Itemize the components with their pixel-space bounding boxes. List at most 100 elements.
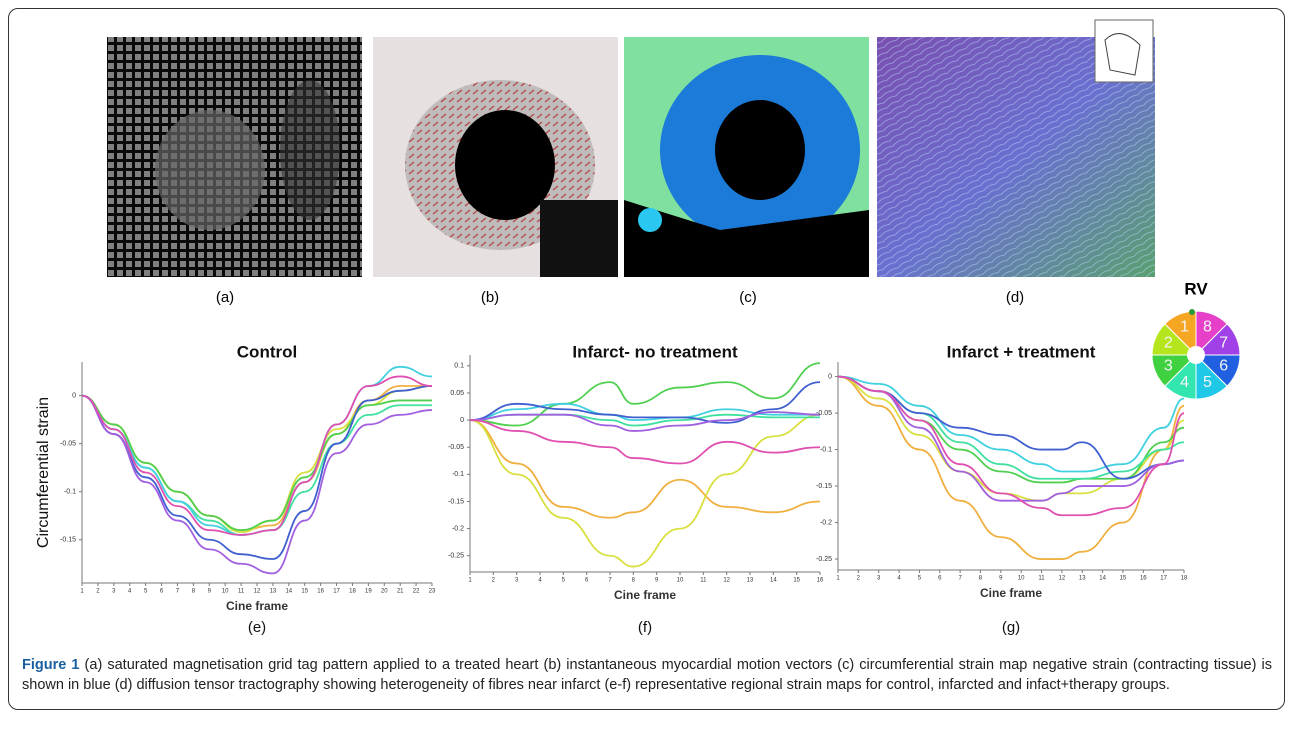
x-tick-label: 22 bbox=[413, 589, 420, 595]
caption: Figure 1 (a) saturated magnetisation gri… bbox=[22, 655, 1272, 695]
x-tick-label: 12 bbox=[1059, 576, 1066, 582]
image-b bbox=[373, 37, 618, 277]
x-tick-label: 13 bbox=[270, 589, 277, 595]
legend-label: 8 bbox=[1203, 319, 1212, 336]
caption-label: Figure 1 bbox=[22, 657, 79, 673]
strain-line bbox=[838, 377, 1184, 479]
panel-label: (e) bbox=[248, 619, 266, 636]
x-tick-label: 2 bbox=[96, 589, 100, 595]
strain-line bbox=[838, 377, 1184, 516]
y-axis-label: Circumferential strain bbox=[35, 397, 52, 548]
x-tick-label: 14 bbox=[770, 578, 777, 584]
x-tick-label: 11 bbox=[238, 589, 245, 595]
x-tick-label: 15 bbox=[793, 578, 800, 584]
x-tick-label: 11 bbox=[1038, 576, 1045, 582]
x-tick-label: 18 bbox=[349, 589, 356, 595]
caption-text: (a) saturated magnetisation grid tag pat… bbox=[22, 657, 1272, 693]
y-tick-label: -0.2 bbox=[452, 525, 464, 532]
chart-title: Infarct- no treatment bbox=[572, 342, 738, 361]
x-tick-label: 9 bbox=[208, 589, 212, 595]
x-tick-label: 7 bbox=[958, 576, 962, 582]
x-tick-label: 10 bbox=[1018, 576, 1025, 582]
x-tick-label: 16 bbox=[1140, 576, 1147, 582]
strain-line bbox=[82, 396, 432, 574]
x-tick-label: 10 bbox=[677, 578, 684, 584]
y-tick-label: -0.1 bbox=[452, 471, 464, 478]
x-tick-label: 16 bbox=[817, 578, 824, 584]
y-tick-label: -0.25 bbox=[816, 556, 832, 563]
strain-line bbox=[470, 420, 820, 518]
x-tick-label: 10 bbox=[222, 589, 229, 595]
x-tick-label: 8 bbox=[632, 578, 636, 584]
strain-line bbox=[470, 363, 820, 425]
x-tick-label: 2 bbox=[492, 578, 496, 584]
x-tick-label: 12 bbox=[254, 589, 261, 595]
x-tick-label: 8 bbox=[979, 576, 983, 582]
y-tick-label: -0.15 bbox=[816, 483, 832, 490]
y-tick-label: -0.15 bbox=[60, 537, 76, 544]
x-tick-label: 4 bbox=[897, 576, 901, 582]
x-tick-label: 3 bbox=[112, 589, 116, 595]
x-tick-label: 5 bbox=[918, 576, 922, 582]
image-d bbox=[877, 20, 1155, 277]
strain-line bbox=[470, 415, 820, 567]
x-tick-label: 3 bbox=[515, 578, 519, 584]
rv-marker bbox=[1189, 309, 1195, 315]
image-c bbox=[624, 37, 869, 277]
panel-label: (b) bbox=[481, 289, 499, 306]
x-tick-label: 8 bbox=[192, 589, 196, 595]
y-tick-label: -0.05 bbox=[60, 441, 76, 448]
panel-label: (d) bbox=[1006, 289, 1024, 306]
y-tick-label: 0 bbox=[828, 373, 832, 380]
x-tick-label: 13 bbox=[1079, 576, 1086, 582]
x-tick-label: 14 bbox=[1099, 576, 1106, 582]
x-axis-label: Cine frame bbox=[226, 599, 288, 613]
strain-line bbox=[838, 377, 1184, 479]
x-tick-label: 2 bbox=[857, 576, 861, 582]
legend-label: 5 bbox=[1203, 374, 1212, 391]
x-tick-label: 19 bbox=[365, 589, 372, 595]
chart-title: Infarct + treatment bbox=[947, 342, 1096, 361]
x-tick-label: 13 bbox=[747, 578, 754, 584]
y-tick-label: -0.1 bbox=[820, 446, 832, 453]
x-tick-label: 3 bbox=[877, 576, 881, 582]
chart-title: Control bbox=[237, 342, 297, 361]
legend-label: 1 bbox=[1180, 319, 1189, 336]
y-tick-label: -0.05 bbox=[816, 410, 832, 417]
x-tick-label: 5 bbox=[144, 589, 148, 595]
x-tick-label: 14 bbox=[285, 589, 292, 595]
panel-label: (c) bbox=[739, 289, 757, 306]
y-tick-label: -0.15 bbox=[448, 498, 464, 505]
legend-title: RV bbox=[1184, 279, 1208, 298]
x-tick-label: 18 bbox=[1181, 576, 1188, 582]
legend-center bbox=[1187, 346, 1205, 364]
x-tick-label: 21 bbox=[397, 589, 404, 595]
x-tick-label: 20 bbox=[381, 589, 388, 595]
y-tick-label: 0.05 bbox=[450, 390, 464, 397]
x-tick-label: 7 bbox=[608, 578, 612, 584]
x-tick-label: 9 bbox=[655, 578, 659, 584]
strain-line bbox=[82, 367, 432, 535]
legend-label: 4 bbox=[1180, 374, 1189, 391]
x-tick-label: 15 bbox=[1120, 576, 1127, 582]
x-tick-label: 6 bbox=[160, 589, 164, 595]
x-tick-label: 4 bbox=[538, 578, 542, 584]
x-tick-label: 1 bbox=[836, 576, 840, 582]
panel-label: (a) bbox=[216, 289, 234, 306]
x-tick-label: 5 bbox=[562, 578, 566, 584]
x-tick-label: 1 bbox=[468, 578, 472, 584]
x-tick-label: 6 bbox=[938, 576, 942, 582]
panel-label: (f) bbox=[638, 619, 652, 636]
y-tick-label: -0.25 bbox=[448, 553, 464, 560]
figure: (a) (b) (c) (d) RV 87654321 0-0.05-0.1-0… bbox=[0, 0, 1293, 650]
strain-line bbox=[470, 420, 820, 463]
x-axis-label: Cine frame bbox=[980, 586, 1042, 600]
x-tick-label: 15 bbox=[301, 589, 308, 595]
y-tick-label: 0 bbox=[72, 392, 76, 399]
legend-label: 2 bbox=[1164, 335, 1173, 352]
x-tick-label: 7 bbox=[176, 589, 180, 595]
y-tick-label: -0.1 bbox=[64, 489, 76, 496]
page: (a) (b) (c) (d) RV 87654321 0-0.05-0.1-0… bbox=[0, 0, 1293, 736]
x-tick-label: 6 bbox=[585, 578, 589, 584]
